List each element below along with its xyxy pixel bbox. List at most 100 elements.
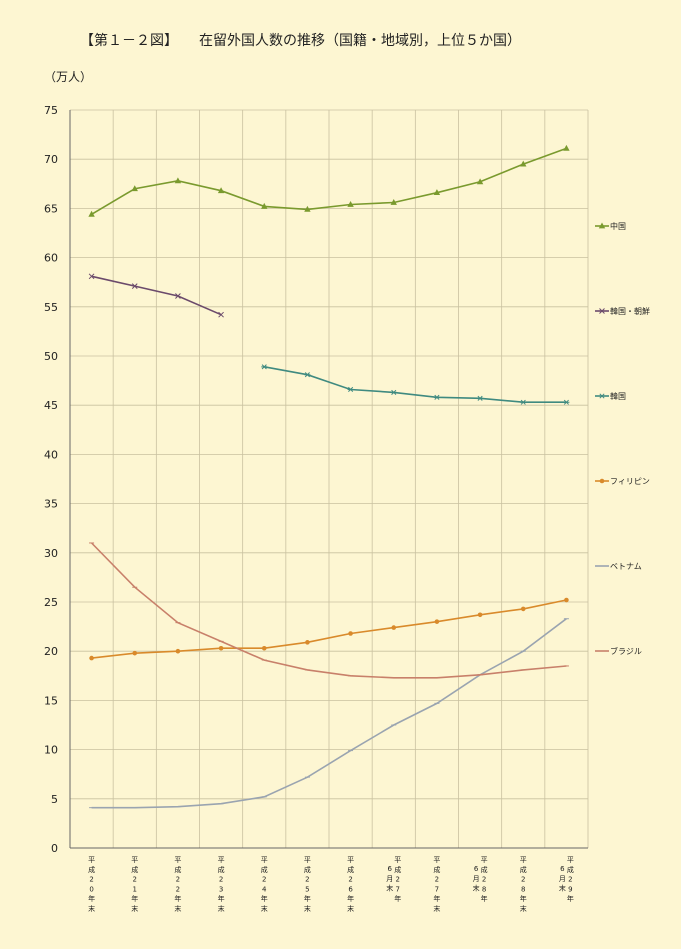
y-tick-label: 30 [44, 547, 58, 560]
x-tick-label: 成 [347, 865, 354, 874]
series-line [91, 275, 222, 316]
x-tick-label: 2 [262, 876, 266, 884]
x-tick-label: 成 [304, 865, 311, 874]
data-point [218, 645, 224, 651]
x-tick-label: 平 [174, 856, 181, 864]
series-line [91, 618, 567, 809]
x-tick-label: 末 [218, 904, 225, 913]
x-tick-label: 成 [394, 865, 401, 874]
x-tick-label: 0 [89, 885, 93, 893]
data-point [304, 205, 311, 212]
y-tick-label: 60 [44, 252, 58, 265]
x-tick-label: 年 [394, 894, 401, 903]
y-tick-label: 15 [44, 694, 58, 707]
data-point [88, 273, 95, 280]
data-point [599, 308, 605, 314]
y-tick-label: 5 [51, 793, 58, 806]
data-point [390, 198, 397, 205]
x-tick-label: 平 [567, 856, 574, 864]
legend-label: 韓国・朝鮮 [610, 306, 650, 316]
y-tick-label: 70 [44, 153, 58, 166]
x-tick-label: 末 [433, 904, 440, 913]
data-point [347, 200, 354, 207]
data-point [174, 177, 182, 184]
x-tick-label: 6 [348, 885, 353, 893]
x-tick-label: 8 [521, 885, 525, 893]
x-tick-label: 末 [559, 884, 566, 893]
data-point [563, 399, 570, 405]
data-point [520, 160, 527, 167]
data-point [132, 650, 138, 656]
x-tick-label: 2 [176, 885, 180, 893]
x-tick-label: 6 [560, 865, 565, 873]
data-point [564, 597, 569, 603]
y-tick-label: 55 [44, 301, 58, 314]
x-tick-label: 年 [433, 894, 440, 903]
data-point [599, 478, 605, 484]
x-tick-label: 月 [386, 875, 393, 883]
x-tick-label: 平 [131, 856, 138, 864]
x-tick-label: 2 [521, 876, 525, 884]
data-point [261, 364, 268, 370]
x-tick-label: 平 [88, 856, 95, 864]
x-tick-label: 6 [388, 865, 393, 873]
data-point [131, 185, 138, 192]
x-tick-label: 6 [474, 865, 479, 873]
x-tick-label: 成 [481, 865, 488, 874]
legend-label: 韓国 [610, 391, 626, 401]
data-point [477, 612, 483, 618]
series-line [264, 366, 567, 403]
x-tick-label: 年 [481, 894, 488, 903]
x-tick-label: 年 [347, 894, 354, 903]
x-tick-label: 年 [218, 894, 225, 903]
y-tick-label: 25 [44, 596, 58, 609]
y-tick-label: 40 [44, 448, 58, 461]
x-tick-label: 2 [435, 876, 439, 884]
x-tick-label: 年 [520, 894, 527, 903]
x-tick-label: 成 [218, 865, 225, 874]
y-tick-label: 35 [44, 498, 58, 511]
x-tick-label: 7 [396, 885, 400, 893]
x-tick-label: 平 [218, 856, 225, 864]
legend-label: 中国 [610, 221, 626, 231]
legend-label: ブラジル [610, 646, 642, 656]
x-tick-label: 1 [133, 885, 137, 893]
y-axis-unit-label: （万人） [44, 70, 93, 84]
legend-label: ベトナム [610, 562, 642, 571]
series-line [91, 147, 567, 215]
data-point [598, 222, 606, 229]
x-tick-label: 末 [473, 884, 480, 893]
x-tick-label: 成 [433, 865, 440, 874]
x-tick-label: 2 [305, 876, 309, 884]
x-tick-label: 年 [131, 894, 138, 903]
y-tick-label: 50 [44, 350, 58, 363]
x-tick-label: 成 [567, 865, 574, 874]
x-tick-label: 末 [261, 904, 268, 913]
data-point [217, 187, 225, 194]
x-tick-label: 成 [131, 865, 138, 874]
data-point [89, 655, 94, 661]
x-tick-label: 末 [88, 904, 95, 913]
x-tick-label: 成 [261, 865, 268, 874]
x-tick-label: 2 [133, 876, 137, 884]
y-tick-label: 10 [44, 744, 58, 757]
y-tick-label: 0 [51, 842, 58, 855]
x-tick-label: 8 [482, 885, 486, 893]
x-tick-label: 5 [305, 885, 309, 893]
x-tick-label: 末 [347, 904, 354, 913]
data-point [261, 645, 267, 651]
legend-label: フィリピン [610, 477, 650, 486]
x-tick-label: 末 [131, 904, 138, 913]
x-tick-label: 末 [386, 884, 393, 893]
x-tick-label: 4 [262, 885, 267, 893]
x-tick-label: 末 [520, 904, 527, 913]
x-tick-label: 9 [568, 885, 572, 893]
data-point [391, 625, 397, 630]
data-point [477, 395, 484, 401]
data-point [433, 394, 440, 400]
x-tick-label: 2 [89, 876, 93, 884]
x-tick-label: 2 [176, 876, 180, 884]
x-tick-label: 2 [396, 876, 400, 884]
